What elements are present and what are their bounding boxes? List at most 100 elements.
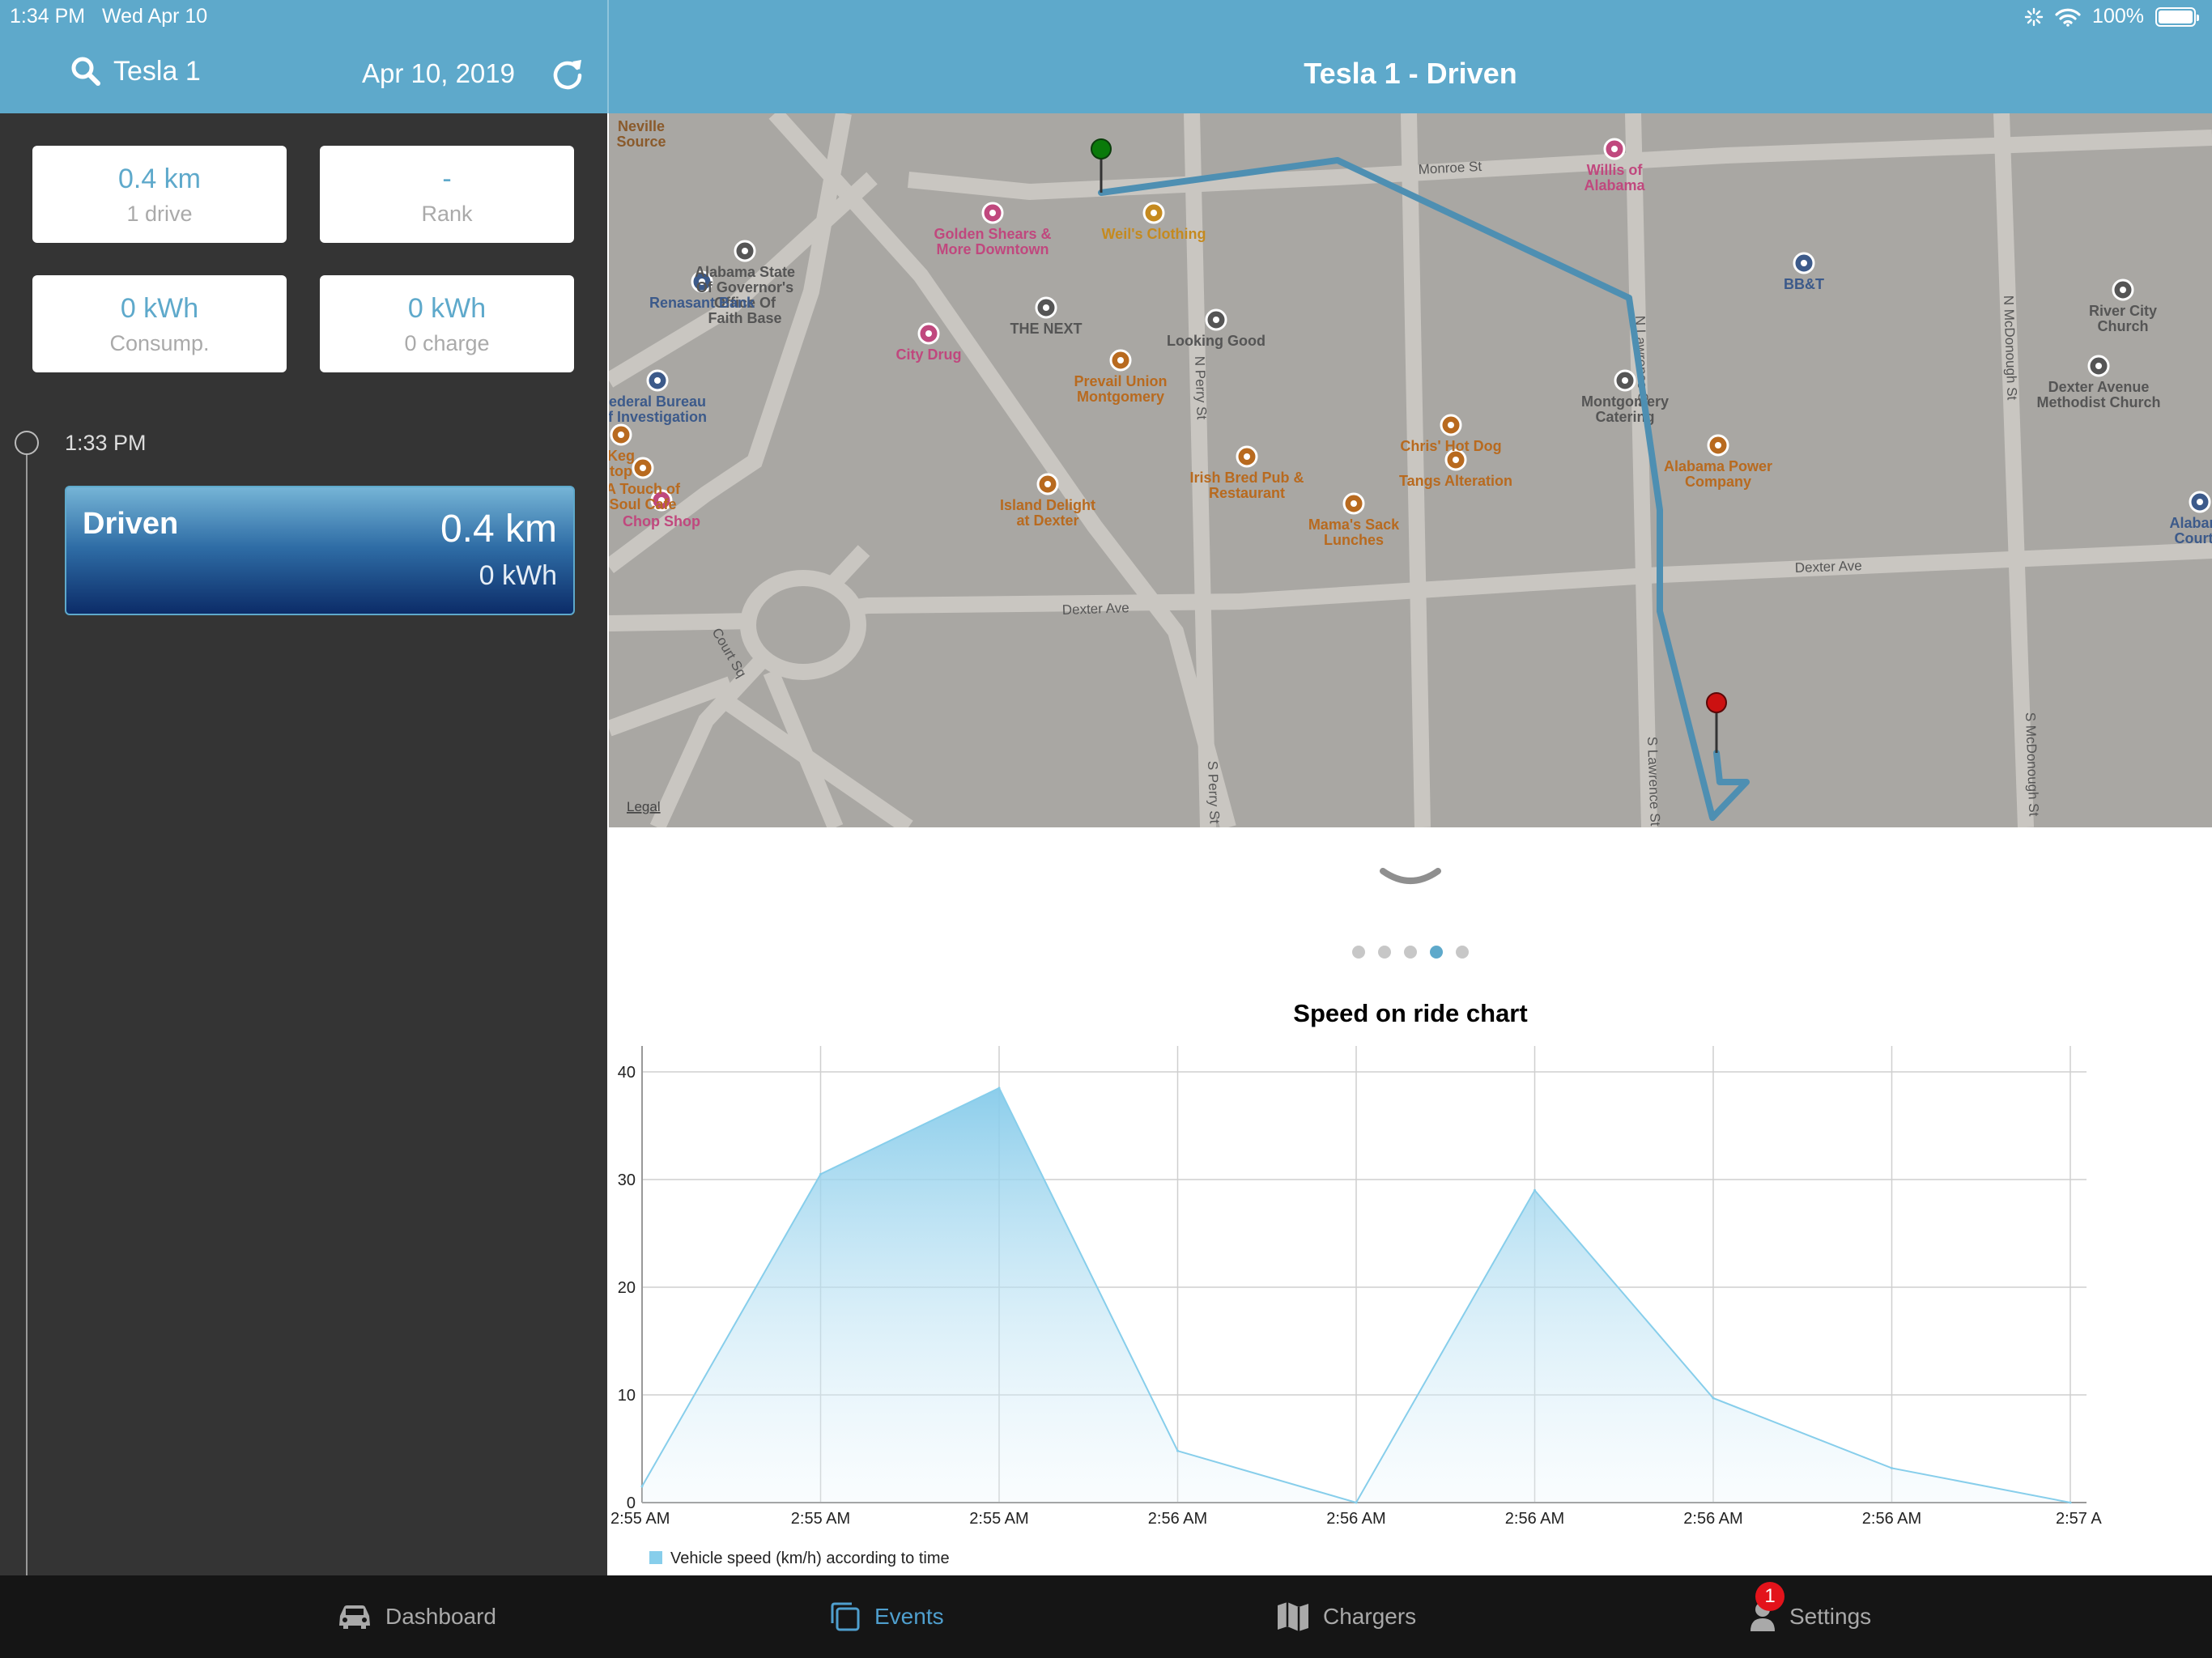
poi-marker-icon[interactable] bbox=[1614, 369, 1636, 392]
event-card-driven[interactable]: Driven 0.4 km 0 kWh bbox=[65, 486, 575, 615]
poi-label[interactable]: Alabama Power Company bbox=[1664, 458, 1772, 490]
poi-marker-icon[interactable] bbox=[2112, 278, 2134, 301]
poi-marker-icon[interactable] bbox=[981, 202, 1004, 224]
street-label: S McDonough St bbox=[2023, 712, 2041, 816]
poi-marker-icon[interactable] bbox=[1142, 202, 1165, 224]
map-view[interactable]: Monroe St Dexter Ave Dexter Ave N Perry … bbox=[609, 113, 2212, 827]
poi-label[interactable]: Montgomery Catering bbox=[1581, 393, 1669, 425]
poi-marker-icon[interactable] bbox=[1205, 308, 1227, 331]
poi-label[interactable]: Prevail Union Montgomery bbox=[1074, 373, 1167, 405]
tab-label: Settings bbox=[1789, 1604, 1872, 1629]
vehicle-search-button[interactable]: Tesla 1 bbox=[70, 55, 201, 87]
status-time: 1:34 PM bbox=[10, 5, 86, 28]
tab-dashboard[interactable]: Dashboard bbox=[337, 1575, 496, 1658]
poi-marker-icon[interactable] bbox=[610, 423, 632, 446]
poi-label[interactable]: City Drug bbox=[896, 346, 962, 363]
event-energy: 0 kWh bbox=[479, 560, 557, 591]
poi-label[interactable]: A Touch of Soul Cafe bbox=[609, 481, 681, 512]
poi-label[interactable]: Tangs Alteration bbox=[1399, 473, 1512, 489]
date-selector[interactable]: Apr 10, 2019 bbox=[362, 58, 515, 88]
end-pin-icon[interactable] bbox=[1706, 692, 1727, 753]
event-distance: 0.4 km bbox=[440, 508, 557, 551]
refresh-icon[interactable] bbox=[547, 53, 588, 94]
page-dot[interactable] bbox=[1378, 946, 1391, 959]
poi-marker-icon[interactable] bbox=[1035, 296, 1057, 319]
poi-label[interactable]: River City Church bbox=[2089, 303, 2157, 334]
page-indicator[interactable] bbox=[609, 946, 2212, 959]
data-point bbox=[1891, 1466, 1893, 1469]
legend-swatch bbox=[649, 1551, 662, 1564]
poi-label[interactable]: Neville Source bbox=[616, 118, 666, 150]
poi-label[interactable]: Mama's Sack Lunches bbox=[1308, 517, 1400, 548]
poi-label[interactable]: Chop Shop bbox=[623, 513, 700, 529]
poi-marker-icon[interactable] bbox=[1342, 492, 1365, 515]
poi-label[interactable]: Weil's Clothing bbox=[1102, 226, 1206, 242]
poi-marker-icon[interactable] bbox=[917, 322, 940, 345]
poi-marker-icon[interactable] bbox=[691, 270, 713, 293]
poi-label[interactable]: ederal Bureau f Investigation bbox=[609, 393, 707, 425]
poi-label[interactable]: BB&T bbox=[1784, 276, 1824, 292]
collapse-chevron-icon[interactable] bbox=[1378, 863, 1443, 895]
tab-label: Events bbox=[874, 1604, 944, 1629]
poi-marker-icon[interactable] bbox=[1236, 445, 1258, 468]
poi-label[interactable]: Island Delight at Dexter bbox=[1000, 497, 1095, 529]
y-tick-label: 30 bbox=[618, 1171, 636, 1189]
poi-marker-icon[interactable] bbox=[2087, 355, 2110, 377]
poi-label[interactable]: Golden Shears & More Downtown bbox=[934, 226, 1051, 257]
poi-label[interactable]: Dexter Avenue Methodist Church bbox=[2037, 379, 2161, 410]
poi-label[interactable]: Willis of Alabama bbox=[1584, 162, 1645, 193]
x-tick-label: 2:56 AM bbox=[1862, 1510, 1921, 1528]
speed-chart: 0 10 20 30 40 2:55 AM 2:55 AM 2:55 AM 2:56 AM 2:5… bbox=[610, 1046, 2102, 1567]
stat-card-consumption[interactable]: 0 kWh Consump. bbox=[32, 275, 287, 372]
tab-events[interactable]: Events bbox=[829, 1575, 944, 1658]
poi-marker-icon[interactable] bbox=[1109, 349, 1132, 372]
poi-marker-icon[interactable] bbox=[1793, 252, 1815, 274]
tab-chargers[interactable]: Chargers bbox=[1276, 1575, 1416, 1658]
stat-card-distance[interactable]: 0.4 km 1 drive bbox=[32, 146, 287, 243]
map-legal-link[interactable]: Legal bbox=[627, 799, 661, 814]
poi-label[interactable]: Renasant Bank bbox=[649, 295, 755, 311]
poi-marker-icon[interactable] bbox=[1036, 473, 1059, 495]
poi-marker-icon[interactable] bbox=[650, 489, 673, 512]
roundabout bbox=[740, 570, 866, 680]
poi-marker-icon[interactable] bbox=[1444, 449, 1467, 471]
status-bar: 1:34 PM Wed Apr 10 100% bbox=[0, 0, 2212, 32]
stat-card-rank[interactable]: - Rank bbox=[320, 146, 574, 243]
stat-value: 0 kWh bbox=[120, 293, 199, 324]
poi-label[interactable]: Looking Good bbox=[1167, 333, 1266, 349]
poi-marker-icon[interactable] bbox=[1603, 138, 1626, 160]
data-point bbox=[819, 1172, 822, 1175]
poi-marker-icon[interactable] bbox=[1707, 434, 1729, 457]
poi-marker-icon[interactable] bbox=[646, 369, 669, 392]
tab-label: Chargers bbox=[1323, 1604, 1417, 1629]
data-point bbox=[1712, 1397, 1715, 1400]
poi-label[interactable]: Chris' Hot Dog bbox=[1400, 438, 1501, 454]
start-pin-icon[interactable] bbox=[1091, 138, 1112, 193]
poi-marker-icon[interactable] bbox=[2189, 491, 2211, 513]
data-point bbox=[640, 1485, 644, 1488]
page-dot[interactable] bbox=[1404, 946, 1417, 959]
data-point bbox=[998, 1086, 1001, 1090]
page-dot[interactable] bbox=[1456, 946, 1469, 959]
tab-bar: Dashboard Events Chargers Settings bbox=[0, 1575, 2212, 1658]
stat-card-charge[interactable]: 0 kWh 0 charge bbox=[320, 275, 574, 372]
header-divider bbox=[607, 0, 609, 113]
page-dot[interactable] bbox=[1352, 946, 1365, 959]
timeline-line bbox=[26, 453, 28, 1587]
poi-marker-icon[interactable] bbox=[734, 240, 756, 262]
left-header: Tesla 1 Apr 10, 2019 bbox=[0, 0, 607, 113]
poi-label[interactable]: Alabama State Of Governor's Office Of Faith… bbox=[695, 264, 795, 326]
poi-label[interactable]: Keg top bbox=[609, 448, 635, 479]
poi-label[interactable]: Irish Bred Pub & Restaurant bbox=[1189, 470, 1304, 501]
poi-label[interactable]: AlabamaCourt a bbox=[2169, 515, 2212, 546]
poi-marker-icon[interactable] bbox=[1440, 414, 1462, 436]
vehicle-name: Tesla 1 bbox=[113, 55, 201, 87]
page-dot[interactable] bbox=[1430, 946, 1443, 959]
data-point bbox=[1534, 1188, 1536, 1192]
poi-labels: Neville Source Willis of Alabama Golden Shea… bbox=[609, 118, 2212, 548]
poi-marker-icon[interactable] bbox=[632, 457, 654, 479]
battery-icon bbox=[2155, 6, 2199, 27]
map-canvas: Monroe St Dexter Ave Dexter Ave N Perry … bbox=[609, 113, 2212, 827]
poi-label[interactable]: THE NEXT bbox=[1010, 321, 1082, 337]
page-title: Tesla 1 - Driven bbox=[1304, 57, 1517, 90]
